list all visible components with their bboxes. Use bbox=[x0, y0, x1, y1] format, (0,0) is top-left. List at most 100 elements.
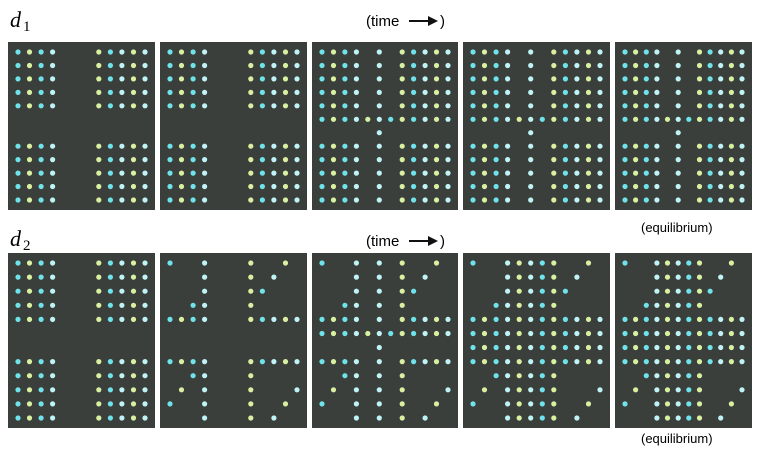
led-dot bbox=[633, 171, 638, 176]
led-dot bbox=[597, 387, 602, 392]
led-dot bbox=[708, 171, 713, 176]
led-dot bbox=[654, 103, 659, 108]
led-dot bbox=[633, 90, 638, 95]
led-dot bbox=[202, 415, 207, 420]
led-dot bbox=[108, 157, 113, 162]
led-dot bbox=[718, 157, 723, 162]
led-dot bbox=[729, 90, 734, 95]
led-dot bbox=[644, 331, 649, 336]
led-dot bbox=[551, 49, 556, 54]
led-dot bbox=[411, 49, 416, 54]
led-dot bbox=[517, 345, 522, 350]
led-dot bbox=[622, 331, 627, 336]
led-dot bbox=[676, 260, 681, 265]
led-dot bbox=[574, 117, 579, 122]
led-dot bbox=[597, 144, 602, 149]
led-dot bbox=[423, 171, 428, 176]
led-dot bbox=[644, 197, 649, 202]
led-dot bbox=[294, 76, 299, 81]
led-dot bbox=[528, 345, 533, 350]
led-dot bbox=[540, 303, 545, 308]
led-dot bbox=[505, 289, 510, 294]
led-dot bbox=[119, 184, 124, 189]
led-dot bbox=[586, 331, 591, 336]
led-dot bbox=[729, 331, 734, 336]
led-dot bbox=[697, 275, 702, 280]
led-dot bbox=[377, 387, 382, 392]
led-dot bbox=[470, 90, 475, 95]
led-dot bbox=[294, 63, 299, 68]
led-dot bbox=[354, 387, 359, 392]
led-dot bbox=[283, 49, 288, 54]
led-dot bbox=[434, 359, 439, 364]
led-dot bbox=[505, 331, 510, 336]
led-dot bbox=[729, 103, 734, 108]
led-dot bbox=[551, 289, 556, 294]
led-dot bbox=[108, 184, 113, 189]
led-dot bbox=[739, 157, 744, 162]
led-dot bbox=[622, 317, 627, 322]
led-dot bbox=[718, 76, 723, 81]
led-dot bbox=[697, 289, 702, 294]
led-dot bbox=[505, 63, 510, 68]
led-dot bbox=[729, 401, 734, 406]
led-dot bbox=[119, 197, 124, 202]
led-dot bbox=[540, 373, 545, 378]
led-dot bbox=[633, 76, 638, 81]
led-dot bbox=[423, 197, 428, 202]
led-dot bbox=[574, 317, 579, 322]
led-dot bbox=[248, 157, 253, 162]
led-dot bbox=[551, 157, 556, 162]
row-subscript: 1 bbox=[23, 19, 31, 35]
led-dot bbox=[283, 103, 288, 108]
led-dot bbox=[597, 76, 602, 81]
led-dot bbox=[482, 63, 487, 68]
led-dot bbox=[686, 345, 691, 350]
led-dot bbox=[676, 373, 681, 378]
led-dot bbox=[586, 345, 591, 350]
led-dot bbox=[517, 275, 522, 280]
led-dot bbox=[411, 90, 416, 95]
led-dot bbox=[96, 359, 101, 364]
led-dot bbox=[676, 144, 681, 149]
led-dot bbox=[445, 171, 450, 176]
led-dot bbox=[494, 331, 499, 336]
led-dot bbox=[505, 359, 510, 364]
led-dot bbox=[119, 157, 124, 162]
led-dot bbox=[248, 103, 253, 108]
led-dot bbox=[470, 197, 475, 202]
led-dot bbox=[411, 317, 416, 322]
led-dot bbox=[445, 117, 450, 122]
led-dot bbox=[540, 117, 545, 122]
led-dot bbox=[342, 359, 347, 364]
led-dot bbox=[377, 171, 382, 176]
led-dot bbox=[400, 157, 405, 162]
led-dot bbox=[563, 157, 568, 162]
led-dot bbox=[482, 76, 487, 81]
led-dot bbox=[686, 401, 691, 406]
led-dot bbox=[517, 373, 522, 378]
led-dot bbox=[27, 317, 32, 322]
led-dot bbox=[15, 103, 20, 108]
led-dot bbox=[400, 90, 405, 95]
led-dot bbox=[551, 63, 556, 68]
led-dot bbox=[676, 103, 681, 108]
led-dot bbox=[50, 275, 55, 280]
led-dot bbox=[505, 345, 510, 350]
led-dot bbox=[411, 331, 416, 336]
led-dot bbox=[739, 117, 744, 122]
led-dot bbox=[729, 117, 734, 122]
led-dot bbox=[470, 260, 475, 265]
led-dot bbox=[271, 275, 276, 280]
led-dot bbox=[202, 359, 207, 364]
led-dot bbox=[434, 117, 439, 122]
led-dot bbox=[39, 171, 44, 176]
led-dot bbox=[665, 260, 670, 265]
led-dot bbox=[142, 63, 147, 68]
led-dot bbox=[400, 103, 405, 108]
led-dot bbox=[167, 359, 172, 364]
led-dot bbox=[142, 49, 147, 54]
led-dot bbox=[540, 289, 545, 294]
led-dot bbox=[633, 197, 638, 202]
led-dot bbox=[342, 117, 347, 122]
